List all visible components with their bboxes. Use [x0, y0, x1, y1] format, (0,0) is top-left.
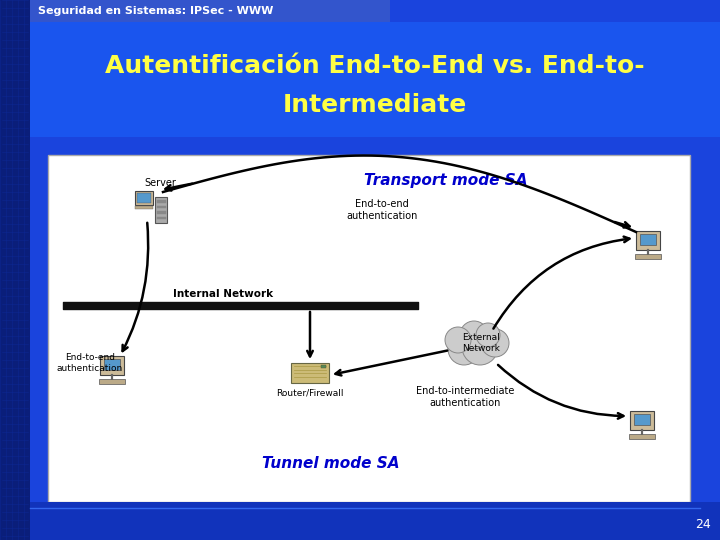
- Bar: [30, 502, 720, 540]
- Bar: [155, 197, 167, 223]
- Bar: [135, 191, 153, 205]
- Bar: [291, 363, 329, 383]
- Circle shape: [476, 323, 500, 347]
- Text: Transport mode SA: Transport mode SA: [364, 172, 528, 187]
- Bar: [639, 234, 657, 245]
- Bar: [48, 155, 690, 502]
- Text: End-to-end
authentication: End-to-end authentication: [57, 353, 123, 373]
- Text: Intermediate: Intermediate: [283, 93, 467, 117]
- Bar: [636, 231, 660, 250]
- Circle shape: [481, 329, 509, 357]
- Bar: [156, 211, 166, 213]
- Bar: [629, 434, 654, 440]
- Bar: [635, 254, 661, 259]
- Text: Seguridad en Sistemas: IPSec - WWW: Seguridad en Sistemas: IPSec - WWW: [38, 6, 274, 16]
- Bar: [137, 193, 151, 203]
- Text: 24: 24: [695, 517, 711, 530]
- Circle shape: [462, 329, 498, 365]
- Text: Tunnel mode SA: Tunnel mode SA: [262, 456, 399, 471]
- Bar: [156, 217, 166, 219]
- Bar: [156, 206, 166, 208]
- Bar: [631, 411, 654, 430]
- Bar: [0, 0, 30, 540]
- Text: Router/Firewall: Router/Firewall: [276, 388, 343, 397]
- Text: Autentificación End-to-End vs. End-to-: Autentificación End-to-End vs. End-to-: [105, 53, 645, 78]
- Circle shape: [445, 327, 471, 353]
- Bar: [156, 200, 166, 202]
- Text: End-to-intermediate
authentication: End-to-intermediate authentication: [416, 386, 515, 408]
- Circle shape: [448, 333, 480, 365]
- Bar: [321, 365, 326, 368]
- Bar: [30, 22, 720, 137]
- Bar: [101, 356, 124, 375]
- Bar: [30, 0, 390, 22]
- Bar: [99, 379, 125, 384]
- Text: End-to-end
authentication: End-to-end authentication: [346, 199, 418, 221]
- Text: Server: Server: [144, 178, 176, 188]
- Text: Internal Network: Internal Network: [173, 289, 273, 299]
- Circle shape: [460, 321, 488, 349]
- Bar: [104, 359, 120, 370]
- Bar: [135, 206, 153, 209]
- Text: External
Network: External Network: [462, 333, 500, 353]
- Bar: [634, 414, 650, 426]
